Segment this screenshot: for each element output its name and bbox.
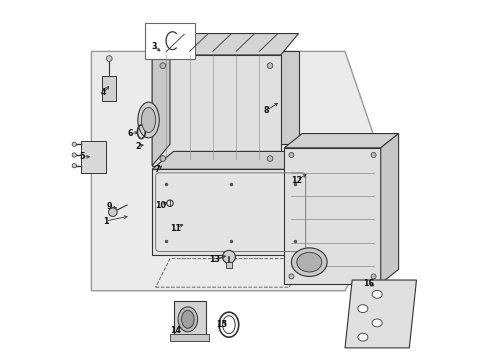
Polygon shape xyxy=(381,134,398,284)
Polygon shape xyxy=(170,51,298,144)
Bar xyxy=(81,141,106,173)
Circle shape xyxy=(72,142,76,147)
Bar xyxy=(152,169,309,255)
Ellipse shape xyxy=(358,305,368,312)
Bar xyxy=(173,301,206,337)
Circle shape xyxy=(72,153,76,157)
Ellipse shape xyxy=(178,307,197,332)
Text: 2: 2 xyxy=(135,141,141,150)
Circle shape xyxy=(371,274,376,279)
Text: 9: 9 xyxy=(106,202,112,211)
Polygon shape xyxy=(345,280,416,348)
Text: 10: 10 xyxy=(155,201,167,210)
Circle shape xyxy=(371,153,376,157)
Text: 5: 5 xyxy=(80,152,85,161)
Polygon shape xyxy=(152,152,331,169)
Polygon shape xyxy=(309,152,331,255)
Text: 8: 8 xyxy=(264,106,269,115)
Text: 4: 4 xyxy=(101,88,107,97)
Text: 14: 14 xyxy=(170,326,181,335)
Ellipse shape xyxy=(358,333,368,341)
Bar xyxy=(226,262,232,267)
Circle shape xyxy=(109,208,117,216)
Polygon shape xyxy=(152,33,170,166)
Circle shape xyxy=(222,250,235,263)
Text: 12: 12 xyxy=(291,176,302,185)
Circle shape xyxy=(289,153,294,157)
Polygon shape xyxy=(92,51,395,291)
Circle shape xyxy=(267,156,273,161)
Circle shape xyxy=(72,163,76,168)
Ellipse shape xyxy=(138,102,159,138)
Text: 1: 1 xyxy=(103,217,108,226)
Ellipse shape xyxy=(142,108,156,132)
Ellipse shape xyxy=(372,291,382,298)
Text: 11: 11 xyxy=(170,224,181,233)
Polygon shape xyxy=(152,55,281,166)
Ellipse shape xyxy=(292,248,327,276)
Circle shape xyxy=(289,274,294,279)
Text: 13: 13 xyxy=(209,255,220,264)
Text: 3: 3 xyxy=(151,41,157,50)
Bar xyxy=(145,23,195,59)
Ellipse shape xyxy=(297,252,322,272)
Ellipse shape xyxy=(372,319,382,327)
Bar xyxy=(102,76,117,102)
Bar xyxy=(170,334,209,341)
Polygon shape xyxy=(152,33,298,55)
Bar xyxy=(284,148,381,284)
Circle shape xyxy=(160,63,166,68)
Ellipse shape xyxy=(182,310,194,328)
Text: 15: 15 xyxy=(216,320,227,329)
Text: 16: 16 xyxy=(363,279,374,288)
Polygon shape xyxy=(284,134,398,148)
Text: 6: 6 xyxy=(128,129,133,138)
Text: 7: 7 xyxy=(155,165,160,174)
Circle shape xyxy=(267,63,273,68)
Circle shape xyxy=(106,56,112,62)
Circle shape xyxy=(160,156,166,161)
